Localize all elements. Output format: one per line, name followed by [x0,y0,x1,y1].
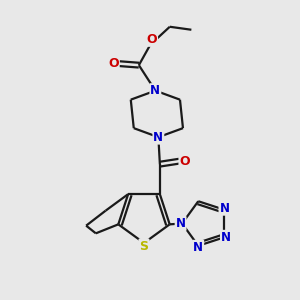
Text: S: S [140,239,148,253]
Text: N: N [219,202,230,215]
Text: O: O [179,155,190,168]
Text: O: O [108,57,119,70]
Text: N: N [150,84,161,97]
Text: N: N [193,241,203,254]
Text: O: O [146,33,157,46]
Text: N: N [176,217,186,230]
Text: N: N [221,231,231,244]
Text: N: N [153,131,164,144]
